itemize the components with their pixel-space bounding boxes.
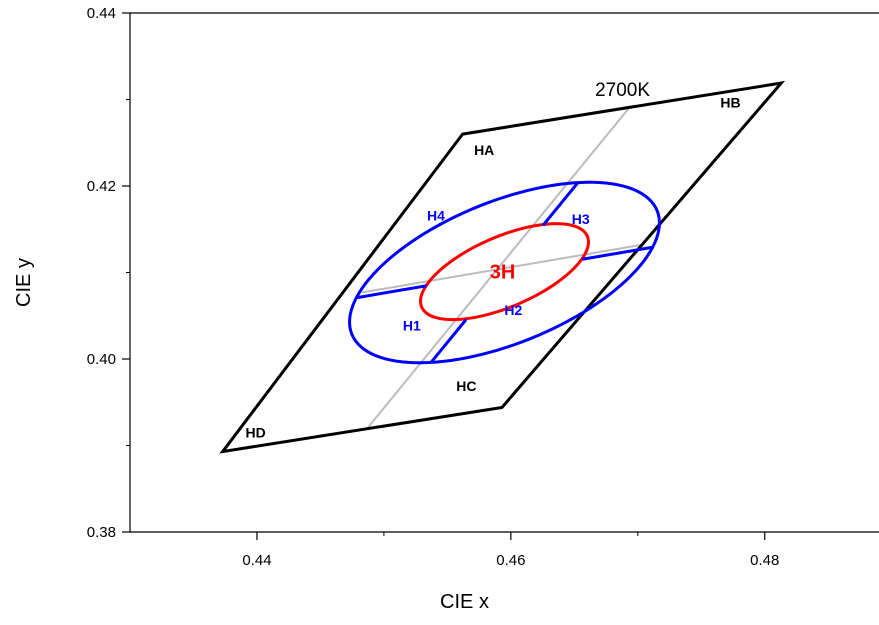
y-tick-label: 0.44 [87, 5, 116, 22]
center-label-3h: 3H [490, 262, 516, 284]
subregion-label-h4: H4 [427, 208, 445, 224]
divider-line-1 [366, 107, 630, 429]
corner-label-hc: HC [456, 378, 476, 394]
corner-label-ha: HA [474, 142, 494, 158]
x-tick-label: 0.44 [242, 552, 271, 569]
blue-divider-1-2 [429, 318, 468, 364]
axes-group: 0.44 0.46 0.48 0.38 0.40 0.42 0.44 [87, 5, 879, 569]
blue-divider-2-2 [356, 284, 427, 300]
y-tick-label: 0.40 [87, 351, 116, 368]
subregion-label-h3: H3 [572, 211, 590, 227]
y-tick-label: 0.42 [87, 178, 116, 195]
cct-label-2700k: 2700K [595, 80, 650, 101]
y-tick-label: 0.38 [87, 524, 116, 541]
corner-label-hd: HD [246, 425, 266, 441]
blue-divider-1-1 [541, 181, 580, 227]
ellipses-group [348, 180, 661, 365]
x-tick-label: 0.48 [750, 552, 779, 569]
quadrangle-2700k [219, 80, 786, 454]
corner-label-hb: HB [720, 94, 740, 110]
blue-divider-2-1 [582, 245, 653, 261]
subregion-label-h2: H2 [504, 302, 522, 318]
inner-ellipse-3h [419, 222, 590, 322]
y-axis-title: CIE y [13, 258, 35, 307]
divider-line-2 [362, 243, 642, 294]
quadrangle-group [219, 80, 786, 454]
x-axis-title: CIE x [440, 591, 489, 613]
dividers-group [362, 107, 642, 429]
x-tick-label: 0.46 [496, 552, 525, 569]
subregion-label-h1: H1 [403, 317, 421, 333]
outer-ellipse [348, 180, 661, 365]
labels-group: HA HB HC HD H1 H2 H3 H4 2700K 3H [246, 80, 741, 441]
